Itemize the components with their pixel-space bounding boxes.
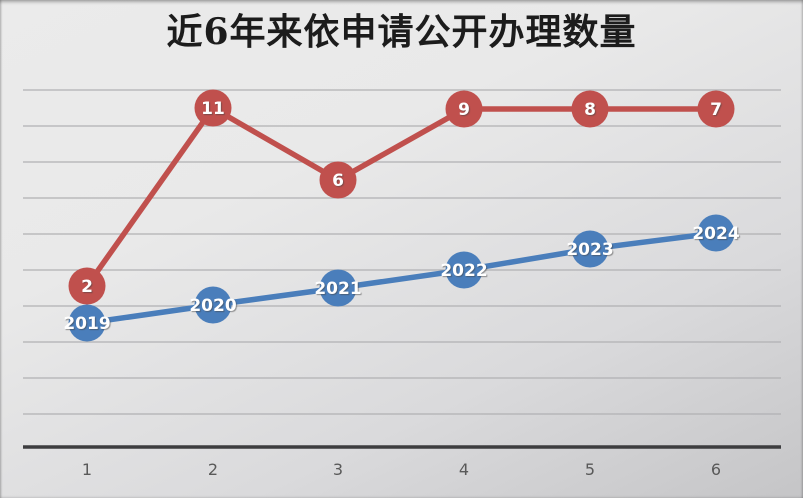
years-series-data-label: 2019	[63, 314, 110, 334]
years-series-data-label: 2022	[440, 261, 487, 281]
years-series-marker	[571, 230, 609, 268]
x-tick-label: 3	[333, 460, 343, 479]
years-series-marker	[319, 269, 357, 307]
x-tick-label: 2	[208, 460, 218, 479]
years-series-data-label: 2020	[189, 296, 236, 316]
years-series-marker	[194, 286, 232, 324]
counts-series-data-label: 2	[81, 277, 93, 297]
x-tick-label: 1	[82, 460, 92, 479]
x-tick-label: 5	[585, 460, 595, 479]
counts-series-data-label: 11	[201, 99, 225, 119]
counts-series-marker	[319, 161, 357, 199]
counts-series-line	[84, 105, 719, 289]
counts-series-data-label: 8	[584, 100, 596, 120]
years-series-marker	[445, 251, 483, 289]
x-tick-label: 4	[459, 460, 469, 479]
years-series-data-label: 2021	[314, 279, 361, 299]
counts-series-marker	[571, 90, 609, 128]
x-tick-label: 6	[711, 460, 721, 479]
counts-series-data-label: 9	[458, 100, 470, 120]
years-series-data-label: 2023	[566, 240, 613, 260]
counts-series-data-label: 6	[332, 171, 344, 191]
years-series-line	[84, 230, 719, 326]
counts-series-marker	[697, 90, 735, 128]
counts-series-marker	[194, 89, 232, 127]
counts-series-marker	[445, 90, 483, 128]
years-series-marker	[697, 214, 735, 252]
years-series-marker	[68, 304, 106, 342]
counts-series-data-label: 7	[710, 100, 722, 120]
years-series-data-label: 2024	[692, 224, 739, 244]
counts-series-marker	[68, 267, 106, 305]
